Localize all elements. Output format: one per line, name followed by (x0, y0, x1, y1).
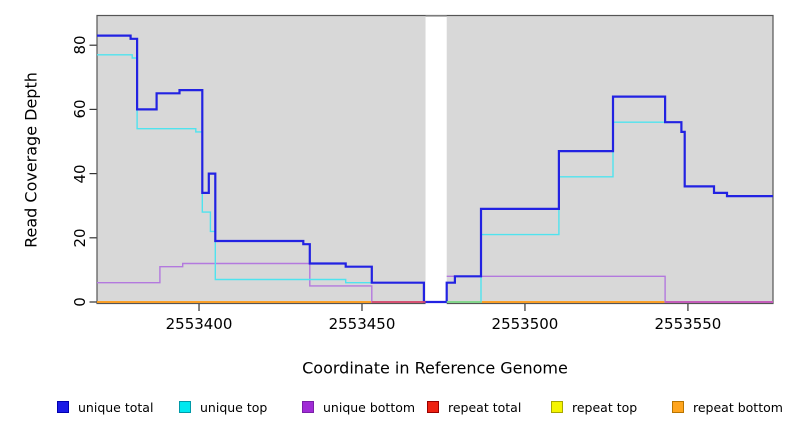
legend-swatch-icon (427, 401, 439, 413)
legend-label: repeat top (572, 399, 638, 415)
legend-label: unique bottom (323, 399, 416, 415)
legend-swatch-icon (179, 401, 191, 413)
legend-label: repeat bottom (693, 399, 783, 415)
legend-item-unique-top: unique top (179, 397, 267, 417)
legend-swatch-icon (551, 401, 563, 413)
x-tick-label: 2553550 (654, 315, 722, 333)
coverage-gap (425, 16, 447, 306)
x-tick-label: 2553400 (165, 315, 233, 333)
x-tick-label: 2553450 (328, 315, 396, 333)
series-line-unique-bottom (97, 262, 426, 303)
legend-swatch-icon (672, 401, 684, 413)
legend-item-repeat-bottom: repeat bottom (672, 397, 783, 417)
legend-item-unique-bottom: unique bottom (302, 397, 415, 417)
y-tick-label: 40 (71, 164, 89, 184)
series-line-unique-total (97, 34, 773, 304)
x-tick-label: 2553500 (491, 315, 559, 333)
legend-item-repeat-total: repeat total (427, 397, 521, 417)
legend-label: unique top (200, 399, 268, 415)
legend-item-unique-total: unique total (57, 397, 153, 417)
legend-item-repeat-top: repeat top (551, 397, 637, 417)
y-axis-title: Read Coverage Depth (21, 72, 41, 248)
legend-swatch-icon (302, 401, 314, 413)
y-tick-label: 0 (71, 297, 89, 307)
legend-swatch-icon (57, 401, 69, 413)
legend-label: repeat total (448, 399, 522, 415)
y-tick-label: 20 (71, 228, 89, 248)
y-tick-label: 80 (71, 35, 89, 55)
legend: unique total unique top unique bottom repea… (0, 397, 792, 419)
x-axis-title: Coordinate in Reference Genome (302, 358, 568, 378)
legend-label: unique total (78, 399, 154, 415)
y-tick-label: 60 (71, 99, 89, 119)
